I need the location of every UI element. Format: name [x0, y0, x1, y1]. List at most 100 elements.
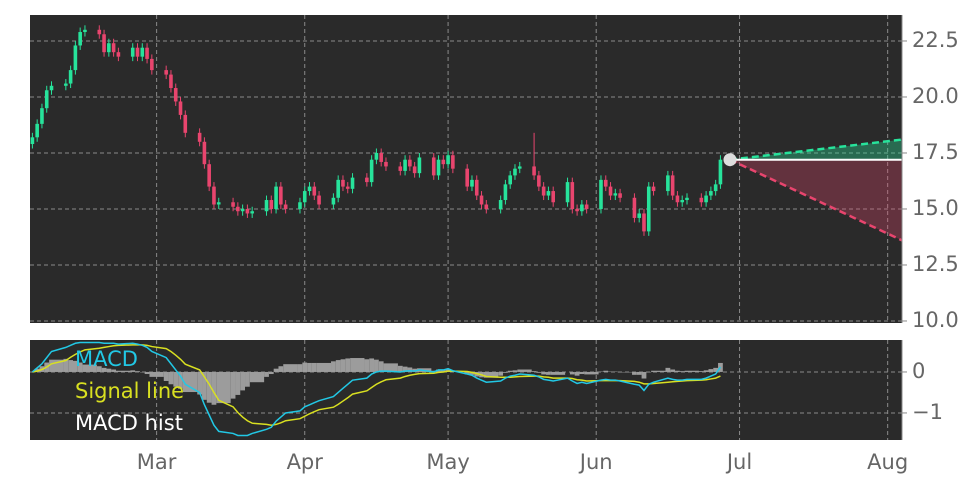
candle-body [642, 213, 646, 232]
hist-bar [574, 371, 580, 376]
candle-body [231, 202, 235, 207]
hist-bar [507, 370, 513, 372]
hist-bar [517, 369, 532, 372]
candle-body [498, 200, 503, 209]
hist-bar [464, 371, 470, 375]
candle-body [130, 47, 135, 57]
candle-body [336, 179, 340, 198]
hist-bar [101, 367, 107, 372]
candle-body [479, 195, 484, 205]
hist-bar [149, 371, 164, 377]
candle-body [603, 179, 608, 187]
candle-body [365, 177, 369, 183]
candle-body [183, 114, 188, 133]
candle-body [107, 43, 111, 53]
hist-bar [569, 371, 575, 375]
candle-body [403, 159, 407, 171]
candle-body [317, 195, 321, 205]
hist-bar [297, 364, 303, 372]
candle-body [651, 186, 656, 192]
candle-body [331, 197, 336, 205]
candle-body [283, 204, 288, 209]
hist-bar [216, 371, 231, 404]
candle-body [49, 85, 54, 91]
hist-bar [63, 358, 69, 372]
hist-bar [202, 371, 207, 400]
candle-body [584, 204, 589, 209]
candle-body [173, 88, 178, 102]
candle-body [704, 195, 708, 203]
candle-body [503, 184, 508, 201]
hist-bar [364, 359, 370, 372]
hist-bar [331, 361, 336, 372]
candle-body [64, 83, 68, 86]
hist-bar [651, 370, 666, 372]
candle-body [675, 195, 680, 203]
hist-bar [283, 364, 298, 372]
hist-bar [369, 358, 375, 372]
hist-bar [708, 369, 714, 372]
candle-body [302, 191, 307, 203]
hist-bar [240, 371, 246, 391]
hist-bar [68, 360, 74, 372]
hist-bar [311, 362, 317, 372]
candle-body [541, 186, 546, 196]
hist-bar [636, 371, 642, 375]
candle-body [670, 175, 675, 196]
macd-panel [30, 340, 902, 440]
candle-body [709, 191, 713, 196]
candle-body [431, 157, 436, 176]
x-tick-label: Jul [725, 450, 752, 474]
hist-bar [684, 370, 699, 372]
candle-body [307, 186, 312, 192]
legend-entry: MACD hist [75, 411, 183, 435]
hist-bar [498, 371, 504, 376]
candle-body [451, 155, 455, 169]
hist-bar [34, 368, 40, 372]
hist-bar [632, 371, 637, 375]
hist-bar [378, 361, 384, 372]
forecast-upper [729, 138, 903, 161]
y-tick-label: 15.0 [912, 196, 959, 220]
hist-bar [397, 365, 403, 372]
x-tick-label: Mar [137, 450, 177, 474]
hist-bar [541, 371, 547, 375]
candle-body [465, 168, 469, 187]
candle-body [135, 47, 140, 57]
hist-bar [268, 371, 274, 375]
hist-bar [440, 369, 446, 372]
candle-body [685, 197, 689, 201]
hist-bar [503, 371, 508, 373]
y-tick-label: 22.5 [912, 28, 959, 52]
hist-bar [698, 371, 704, 372]
forecast-up-area [729, 139, 902, 160]
candle-body [102, 34, 106, 53]
hist-bar [531, 371, 537, 372]
hist-bar [82, 364, 97, 372]
candle-body [207, 164, 211, 187]
candle-body [369, 159, 374, 183]
candle-body [517, 166, 522, 169]
candle-body [713, 184, 718, 192]
hist-bar [197, 371, 203, 395]
hist-bar [407, 367, 413, 372]
last-price-marker [723, 153, 737, 167]
candle-body [78, 32, 82, 46]
candle-body [264, 200, 269, 212]
hist-bar [211, 371, 217, 405]
candle-body [202, 141, 207, 165]
hist-bar [278, 366, 284, 372]
hist-bar [350, 358, 365, 372]
hist-bar [116, 370, 131, 372]
hist-bar [546, 371, 551, 375]
hist-bar [235, 371, 241, 395]
candle-body [245, 208, 250, 214]
candle-body [44, 90, 49, 109]
hist-bar [173, 371, 179, 387]
hist-bar [603, 370, 609, 372]
candle-body [580, 204, 584, 212]
candle-body [532, 166, 536, 176]
candle-body [666, 175, 670, 192]
hist-bar [550, 371, 566, 375]
candle-body [312, 186, 317, 196]
